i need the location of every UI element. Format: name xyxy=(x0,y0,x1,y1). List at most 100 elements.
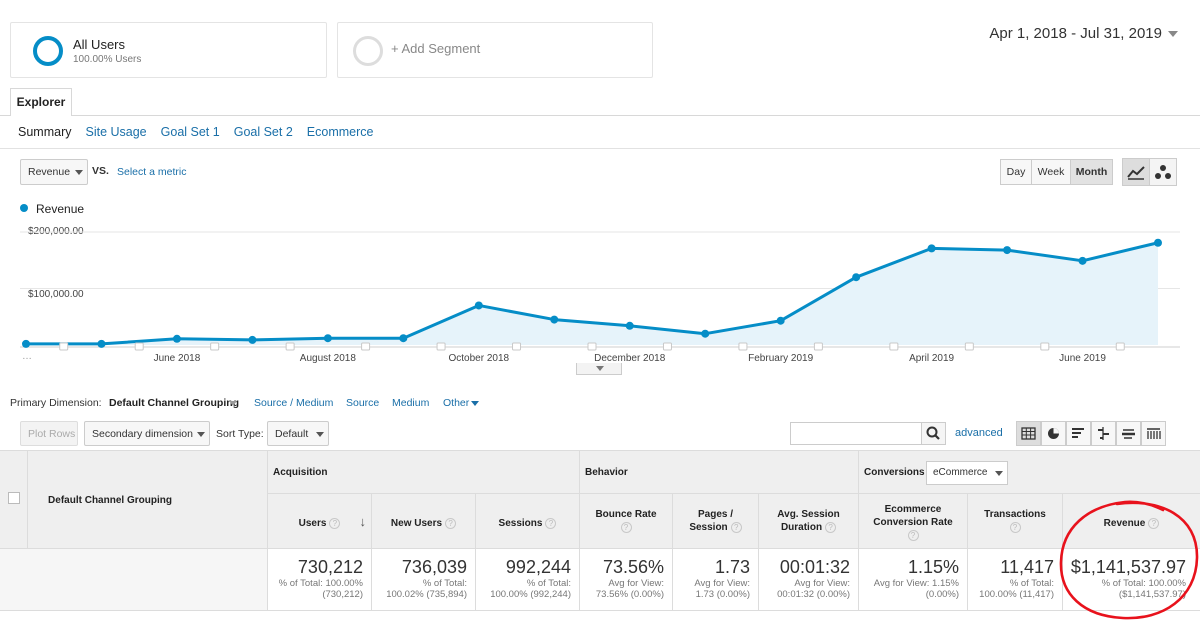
help-icon[interactable]: ? xyxy=(620,521,632,533)
period-week-button[interactable]: Week xyxy=(1031,159,1071,185)
column-header-avg-session-duration[interactable]: Avg. Session Duration? xyxy=(759,508,858,534)
annotation-marker xyxy=(587,342,597,351)
total-sessions-percent: % of Total: xyxy=(526,578,571,589)
column-header-ecommerce-conversion-rate[interactable]: Ecommerce Conversion Rate? xyxy=(859,503,967,542)
metric-select[interactable]: Revenue xyxy=(20,159,88,185)
plot-rows-button[interactable]: Plot Rows xyxy=(20,421,78,446)
column-header-pages-session[interactable]: Pages / Session? xyxy=(673,508,758,534)
column-header-users[interactable]: Users? ↓ xyxy=(268,515,371,530)
data-point xyxy=(97,339,106,348)
dimension-link-medium[interactable]: Medium xyxy=(392,397,430,409)
pie-chart-icon xyxy=(1048,428,1059,439)
chevron-down-icon[interactable] xyxy=(229,401,237,406)
annotation-marker xyxy=(512,342,522,351)
y-tick-label: $100,000.00 xyxy=(28,289,84,300)
table-border xyxy=(475,493,476,610)
total-new-users-percent: % of Total: xyxy=(422,578,467,589)
help-icon[interactable]: ? xyxy=(907,529,919,541)
advanced-filter-link[interactable]: advanced xyxy=(955,427,1003,439)
help-icon[interactable]: ? xyxy=(445,517,457,529)
tab-explorer[interactable]: Explorer xyxy=(10,88,72,116)
total-conversion-rate-delta: (0.00%) xyxy=(925,589,959,600)
select-metric-link[interactable]: Select a metric xyxy=(117,166,187,178)
help-icon[interactable]: ? xyxy=(1148,517,1160,529)
column-header-label: Avg. Session xyxy=(777,509,840,520)
data-point xyxy=(172,334,181,343)
date-range-picker[interactable]: Apr 1, 2018 - Jul 31, 2019 xyxy=(989,25,1162,42)
help-icon[interactable]: ? xyxy=(825,521,837,533)
subtab-summary[interactable]: Summary xyxy=(18,125,72,139)
revenue-chart[interactable] xyxy=(0,215,1200,355)
column-header-transactions[interactable]: Transactions? xyxy=(968,508,1062,534)
view-term-cloud-button[interactable] xyxy=(1116,421,1141,446)
total-transactions-value: 11,417 xyxy=(1000,557,1054,577)
group-acquisition: Acquisition xyxy=(273,467,328,478)
column-header-revenue[interactable]: Revenue? xyxy=(1063,517,1200,530)
column-header-label: Conversion Rate xyxy=(873,517,953,528)
sort-type-select[interactable]: Default xyxy=(267,421,329,446)
help-icon[interactable]: ? xyxy=(1009,521,1021,533)
view-pivot-button[interactable] xyxy=(1141,421,1166,446)
search-button[interactable] xyxy=(921,422,946,445)
subtab-ecommerce[interactable]: Ecommerce xyxy=(306,125,374,139)
table-border xyxy=(967,493,968,610)
table-search-input[interactable] xyxy=(790,422,922,445)
x-tick-label: October 2018 xyxy=(448,353,510,364)
annotation-marker xyxy=(436,342,446,351)
data-point xyxy=(248,335,257,344)
chart-scroll-handle[interactable] xyxy=(576,363,622,375)
annotation-marker xyxy=(59,342,69,351)
chevron-down-icon xyxy=(316,432,324,437)
view-pie-button[interactable] xyxy=(1041,421,1066,446)
chevron-down-icon[interactable] xyxy=(1168,31,1178,37)
subtab-goal-set-1[interactable]: Goal Set 1 xyxy=(160,125,220,139)
column-header-sessions[interactable]: Sessions? xyxy=(476,517,579,530)
motion-chart-button[interactable] xyxy=(1149,158,1177,186)
column-header-label: Session xyxy=(689,522,728,533)
subtab-site-usage[interactable]: Site Usage xyxy=(85,125,147,139)
total-bounce-rate-value: 73.56% xyxy=(602,557,664,577)
x-tick-label: June 2018 xyxy=(153,353,201,364)
help-icon[interactable]: ? xyxy=(329,517,341,529)
annotation-marker xyxy=(1040,342,1050,351)
column-header-label: Users xyxy=(298,518,327,529)
table-border xyxy=(267,450,268,610)
dimension-link-source-medium[interactable]: Source / Medium xyxy=(254,397,334,409)
data-point xyxy=(1003,246,1012,255)
column-header-channel-grouping[interactable]: Default Channel Grouping xyxy=(48,495,172,506)
annotation-marker xyxy=(285,342,295,351)
select-all-checkbox[interactable] xyxy=(8,492,20,504)
view-table-button[interactable] xyxy=(1016,421,1041,446)
period-day-button[interactable]: Day xyxy=(1000,159,1032,185)
segment-all-users[interactable]: All Users 100.00% Users xyxy=(10,22,327,78)
column-header-label: Pages / xyxy=(697,509,734,520)
view-comparison-button[interactable] xyxy=(1091,421,1116,446)
dimension-link-other[interactable]: Other xyxy=(443,397,470,409)
period-month-button[interactable]: Month xyxy=(1070,159,1113,185)
view-performance-button[interactable] xyxy=(1066,421,1091,446)
add-segment-button[interactable]: + Add Segment xyxy=(337,22,653,78)
column-header-label: Revenue xyxy=(1103,518,1146,529)
annotation-marker xyxy=(1115,342,1125,351)
column-header-label: Sessions xyxy=(498,518,543,529)
comparison-icon xyxy=(1098,427,1109,440)
chevron-down-icon[interactable] xyxy=(471,401,479,406)
dimension-link-source[interactable]: Source xyxy=(346,397,380,409)
conversions-select[interactable]: eCommerce xyxy=(926,461,1008,485)
line-chart-button[interactable] xyxy=(1122,158,1150,186)
total-avg-session-duration-delta: 00:01:32 (0.00%) xyxy=(777,589,850,600)
vs-label: VS. xyxy=(92,165,109,177)
help-icon[interactable]: ? xyxy=(730,521,742,533)
column-header-label: Bounce Rate xyxy=(595,509,657,520)
table-border xyxy=(0,610,1200,611)
column-header-new-users[interactable]: New Users? xyxy=(372,517,475,530)
empty-segment-ring-icon xyxy=(353,36,383,66)
secondary-dimension-select[interactable]: Secondary dimension xyxy=(84,421,210,446)
help-icon[interactable]: ? xyxy=(545,517,557,529)
data-point xyxy=(701,329,710,338)
column-header-bounce-rate[interactable]: Bounce Rate? xyxy=(580,508,672,534)
chevron-down-icon xyxy=(197,432,205,437)
performance-bars-icon xyxy=(1072,428,1084,438)
subtab-goal-set-2[interactable]: Goal Set 2 xyxy=(233,125,293,139)
metric-select-value: Revenue xyxy=(28,166,71,178)
